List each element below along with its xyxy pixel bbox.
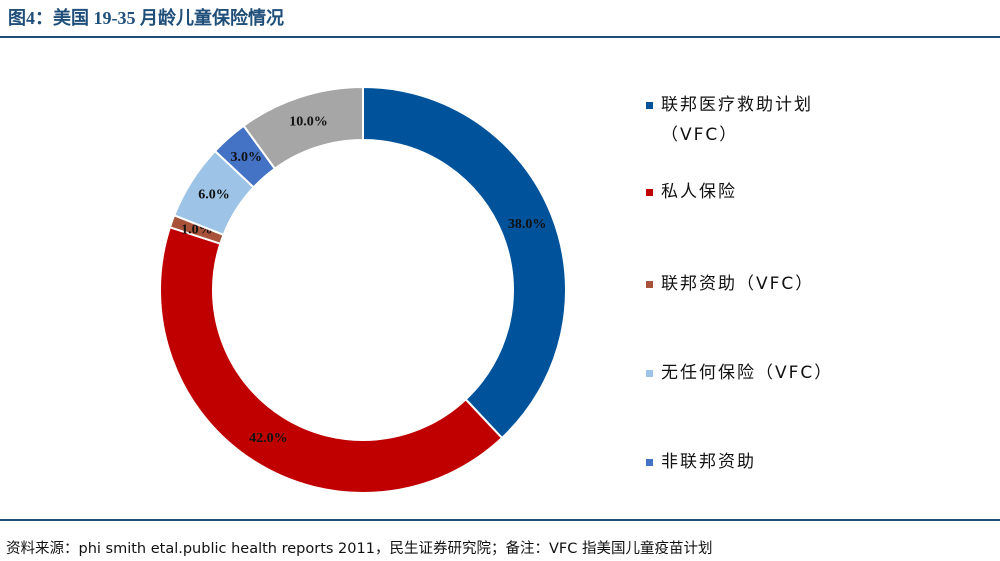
- legend-swatch: [646, 102, 653, 109]
- legend-swatch: [646, 370, 653, 377]
- donut-segment: [242, 85, 364, 171]
- donut-segment: [159, 226, 504, 494]
- data-label: 38.0%: [508, 217, 547, 232]
- data-label: 10.0%: [289, 114, 328, 129]
- legend-item: 私人保险: [646, 177, 846, 207]
- data-label: 6.0%: [198, 188, 230, 203]
- legend-label: 联邦医疗救助计划（VFC）: [661, 95, 813, 145]
- legend-swatch: [646, 189, 653, 196]
- legend-label: 无任何保险（VFC）: [661, 363, 834, 383]
- legend-item: 联邦资助（VFC）: [646, 269, 846, 299]
- legend-item: 联邦医疗救助计划（VFC）: [646, 90, 846, 150]
- legend-label: 私人保险: [661, 182, 737, 202]
- data-label: 3.0%: [231, 150, 263, 165]
- donut-segment: [362, 85, 567, 440]
- source-note: 资料来源：phi smith etal.public health report…: [6, 541, 713, 557]
- chart-title: 图4：美国 19-35 月龄儿童保险情况: [8, 8, 284, 28]
- legend-label: 非联邦资助: [661, 452, 756, 472]
- legend-swatch: [646, 281, 653, 288]
- legend-item: 非联邦资助: [646, 447, 846, 477]
- legend-item: 无任何保险（VFC）: [646, 358, 846, 388]
- legend-swatch: [646, 459, 653, 466]
- legend-label: 联邦资助（VFC）: [661, 274, 815, 294]
- data-label: 42.0%: [249, 431, 288, 446]
